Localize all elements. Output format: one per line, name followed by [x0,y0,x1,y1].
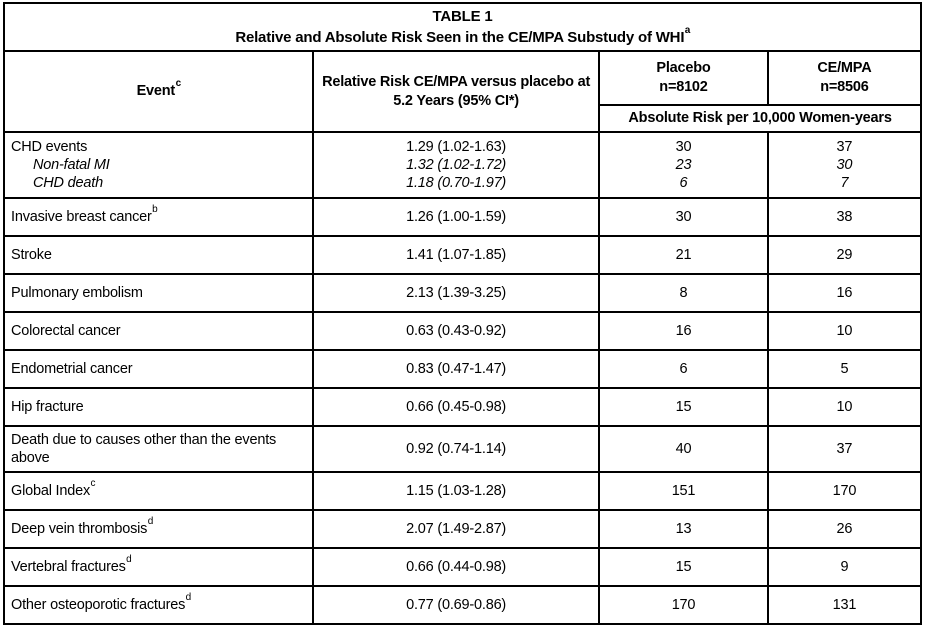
event-cell: Other osteoporotic fracturesd [2,585,315,625]
event-cell: CHD events Non-fatal MI CHD death [2,131,315,199]
placebo-cell: 40 [598,425,769,473]
col-header-event: Eventc [2,50,315,133]
relative-risk-cell: 1.41 (1.07-1.85) [312,235,601,275]
event-cell: Colorectal cancer [2,311,315,351]
table-row: Global Indexc 1.15 (1.03-1.28) 151 170 [2,471,923,511]
cempa-cell: 16 [766,273,923,313]
placebo-cell: 6 [598,349,769,389]
column-header-row: Eventc Relative Risk CE/MPA versus place… [2,50,923,133]
event-cell: Endometrial cancer [2,349,315,389]
table-caption: Relative and Absolute Risk Seen in the C… [235,25,691,47]
col-header-placebo: Placebo n=8102 [598,50,769,106]
col-header-absolute-risk: Absolute Risk per 10,000 Women-years [598,104,922,133]
relative-risk-cell: 0.66 (0.45-0.98) [312,387,601,427]
relative-risk-cell: 0.83 (0.47-1.47) [312,349,601,389]
placebo-cell: 30 23 6 [598,131,769,199]
table-row: Hip fracture 0.66 (0.45-0.98) 15 10 [2,387,923,427]
relative-risk-cell: 1.15 (1.03-1.28) [312,471,601,511]
relative-risk-cell: 1.26 (1.00-1.59) [312,197,601,237]
footnote-marker-c: c [175,78,182,90]
placebo-cell: 8 [598,273,769,313]
placebo-cell: 30 [598,197,769,237]
relative-risk-cell: 2.13 (1.39-3.25) [312,273,601,313]
placebo-cell: 15 [598,387,769,427]
relative-risk-cell: 0.66 (0.44-0.98) [312,547,601,587]
event-cell: Global Indexc [2,471,315,511]
cempa-cell: 37 [766,425,923,473]
table-row: Endometrial cancer 0.83 (0.47-1.47) 6 5 [2,349,923,389]
relative-risk-cell: 2.07 (1.49-2.87) [312,509,601,549]
footnote-marker-a: a [684,25,691,36]
event-cell: Stroke [2,235,315,275]
table-row: Invasive breast cancerb 1.26 (1.00-1.59)… [2,197,923,237]
event-label-sub: CHD death [33,175,103,191]
event-label: CHD events [11,139,88,155]
relative-risk-cell: 1.29 (1.02-1.63) 1.32 (1.02-1.72) 1.18 (… [312,131,601,199]
cempa-cell: 38 [766,197,923,237]
cempa-cell: 29 [766,235,923,275]
table-title-row: TABLE 1 Relative and Absolute Risk Seen … [3,2,922,52]
footnote-marker: d [147,516,154,528]
event-cell: Invasive breast cancerb [2,197,315,237]
table-row: Deep vein thrombosisd 2.07 (1.49-2.87) 1… [2,509,923,549]
footnote-marker: b [152,204,158,216]
placebo-cell: 13 [598,509,769,549]
placebo-cell: 151 [598,471,769,511]
placebo-cell: 16 [598,311,769,351]
placebo-cell: 21 [598,235,769,275]
event-cell: Hip fracture [2,387,315,427]
footnote-marker: d [185,592,192,604]
cempa-cell: 26 [766,509,923,549]
event-cell: Death due to causes other than the event… [2,425,315,473]
table-row: Colorectal cancer 0.63 (0.43-0.92) 16 10 [2,311,923,351]
table-row: Vertebral fracturesd 0.66 (0.44-0.98) 15… [2,547,923,587]
cempa-cell: 10 [766,311,923,351]
table-row-chd-group: CHD events Non-fatal MI CHD death 1.29 (… [2,131,923,199]
placebo-cell: 15 [598,547,769,587]
event-cell: Pulmonary embolism [2,273,315,313]
relative-risk-cell: 0.92 (0.74-1.14) [312,425,601,473]
table-row: Death due to causes other than the event… [2,425,923,473]
col-header-relative-risk: Relative Risk CE/MPA versus placebo at 5… [312,50,601,133]
table-row: Other osteoporotic fracturesd 0.77 (0.69… [2,585,923,625]
table-row: Pulmonary embolism 2.13 (1.39-3.25) 8 16 [2,273,923,313]
cempa-cell: 9 [766,547,923,587]
cempa-cell: 170 [766,471,923,511]
subheader-row: Absolute Risk per 10,000 Women-years [4,104,922,133]
cempa-cell: 131 [766,585,923,625]
table-row: Stroke 1.41 (1.07-1.85) 21 29 [2,235,923,275]
event-cell: Vertebral fracturesd [2,547,315,587]
cempa-cell: 5 [766,349,923,389]
event-cell: Deep vein thrombosisd [2,509,315,549]
relative-risk-cell: 0.63 (0.43-0.92) [312,311,601,351]
relative-risk-cell: 0.77 (0.69-0.86) [312,585,601,625]
table-number: TABLE 1 [432,8,493,25]
placebo-cell: 170 [598,585,769,625]
event-label-sub: Non-fatal MI [33,157,110,173]
cempa-cell: 37 30 7 [766,131,923,199]
footnote-marker: c [90,478,96,490]
table-title: TABLE 1 Relative and Absolute Risk Seen … [3,2,922,52]
cempa-cell: 10 [766,387,923,427]
col-header-cempa: CE/MPA n=8506 [766,50,923,106]
